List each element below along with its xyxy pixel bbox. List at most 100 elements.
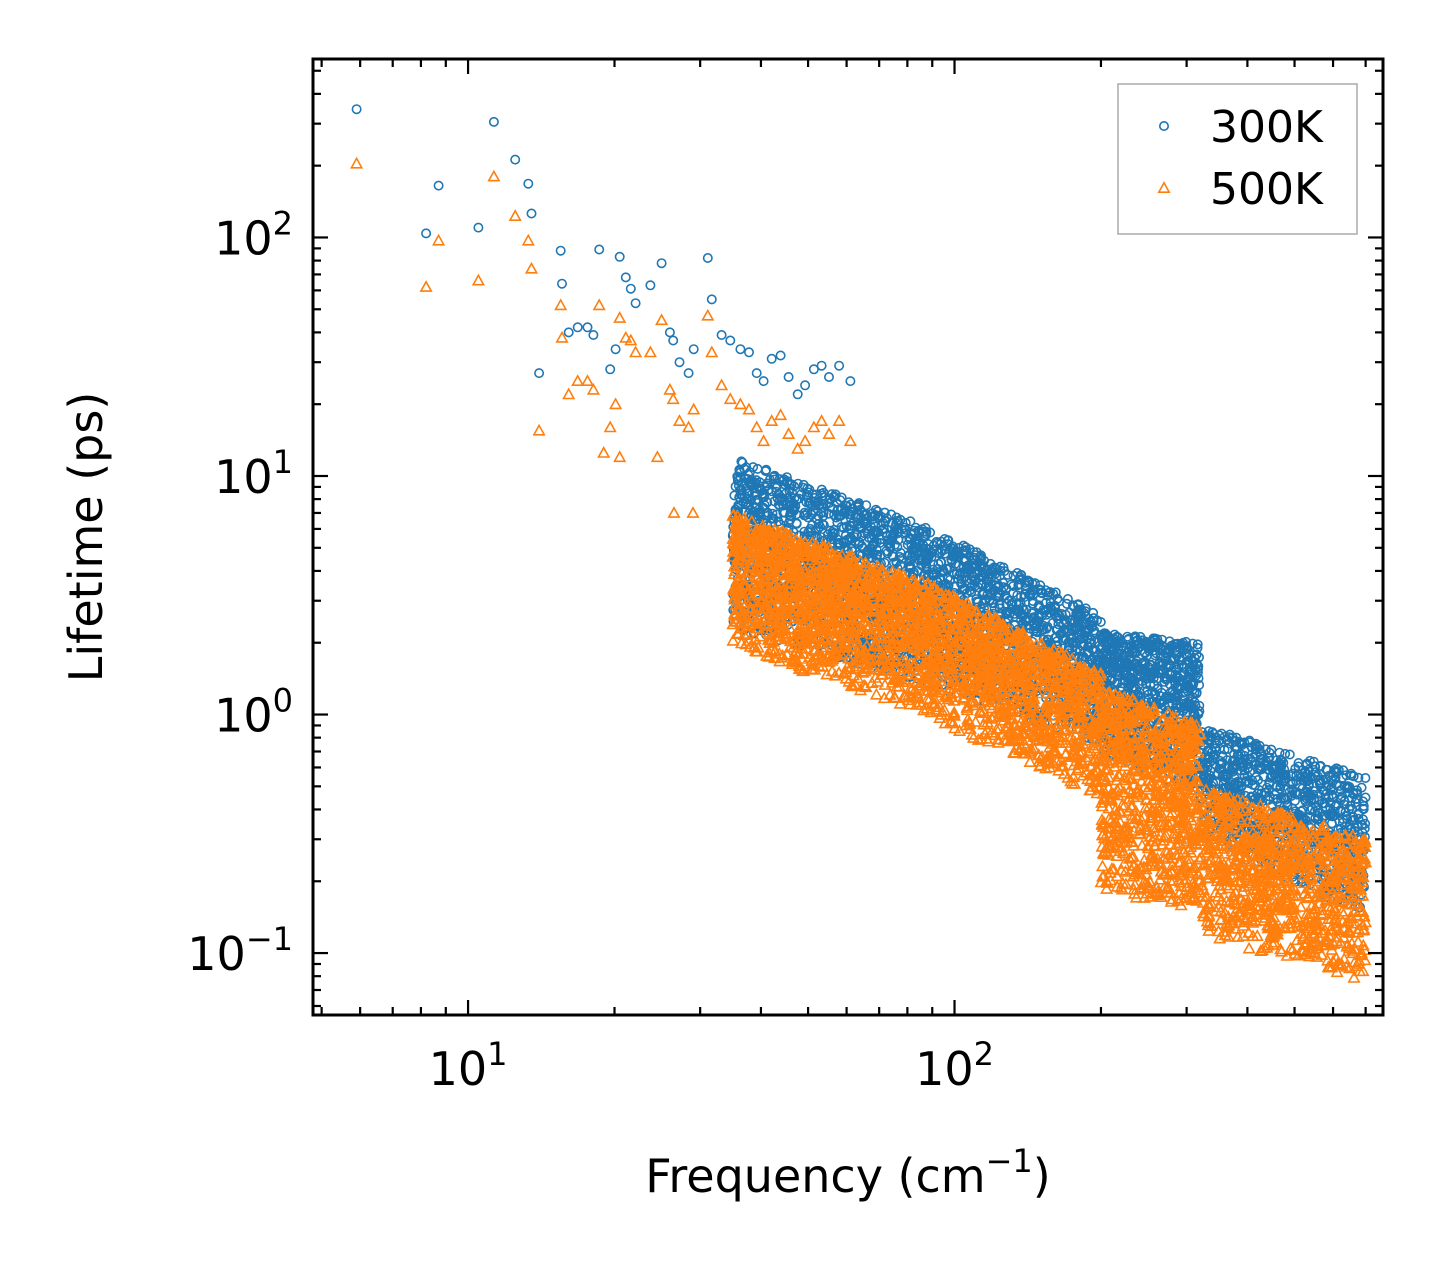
data-point <box>1076 640 1087 651</box>
data-point <box>1073 599 1084 610</box>
data-point <box>983 569 994 580</box>
data-point <box>1011 599 1022 610</box>
data-point <box>832 538 843 549</box>
data-point <box>750 420 764 433</box>
data-point <box>572 322 583 333</box>
data-point <box>630 298 641 309</box>
data-point <box>757 434 771 447</box>
data-point <box>806 509 817 520</box>
data-point <box>592 298 606 311</box>
data-point <box>702 253 713 264</box>
data-point <box>823 371 834 382</box>
data-point <box>779 474 790 485</box>
data-point <box>917 554 928 565</box>
data-point <box>643 345 657 358</box>
data-point <box>733 397 747 410</box>
data-point <box>663 382 677 395</box>
data-point <box>902 539 913 550</box>
data-point <box>844 534 855 545</box>
data-point <box>871 544 882 555</box>
data-point <box>668 335 679 346</box>
data-point <box>808 364 819 375</box>
data-point <box>1000 607 1011 618</box>
data-point <box>759 491 770 502</box>
data-point <box>782 427 796 440</box>
data-point <box>521 233 535 246</box>
data-point <box>1019 589 1030 600</box>
data-point <box>843 434 857 447</box>
data-point <box>748 513 759 524</box>
data-point <box>750 479 761 490</box>
data-point <box>1055 629 1066 640</box>
data-point <box>976 579 987 590</box>
data-point <box>905 529 916 540</box>
data-point <box>998 577 1009 588</box>
data-point <box>473 222 484 233</box>
data-point <box>854 523 865 534</box>
data-point <box>905 555 916 566</box>
data-point <box>1050 602 1061 613</box>
data-point <box>949 581 960 592</box>
data-point <box>350 156 364 169</box>
data-point <box>747 479 758 490</box>
data-point <box>917 524 928 535</box>
data-point <box>609 397 623 410</box>
data-point <box>845 376 856 387</box>
data-point <box>556 278 567 289</box>
data-point <box>667 506 681 518</box>
data-point <box>760 466 771 477</box>
data-point <box>687 402 701 415</box>
data-point <box>734 492 745 503</box>
data-point <box>471 273 485 286</box>
data-point <box>733 480 744 491</box>
data-point <box>682 420 696 433</box>
data-point <box>580 374 595 387</box>
data-point <box>961 563 972 574</box>
data-point <box>818 487 829 498</box>
data-point <box>588 329 599 340</box>
data-point <box>1069 616 1080 627</box>
data-point <box>879 507 890 518</box>
data-point <box>900 528 911 539</box>
data-point <box>555 245 566 256</box>
data-point <box>900 517 911 528</box>
data-point <box>995 561 1006 572</box>
data-point <box>825 494 836 505</box>
data-point <box>922 554 933 565</box>
data-point <box>729 490 740 501</box>
data-point <box>666 392 680 405</box>
data-point <box>1036 624 1047 635</box>
data-point <box>784 479 795 490</box>
data-point <box>816 360 827 371</box>
data-point <box>868 530 879 541</box>
data-point <box>510 154 521 165</box>
data-point <box>650 450 664 463</box>
data-point <box>911 542 922 553</box>
data-point <box>948 546 959 557</box>
data-point <box>872 506 883 517</box>
data-point <box>905 560 916 571</box>
data-point <box>989 602 1000 613</box>
data-point <box>563 327 574 338</box>
data-point <box>488 116 499 127</box>
data-point <box>554 298 568 311</box>
data-point <box>892 541 903 552</box>
data-point <box>936 557 947 568</box>
data-point <box>582 322 593 333</box>
data-point <box>775 350 786 361</box>
data-point <box>433 180 444 191</box>
data-point <box>894 551 905 562</box>
data-point <box>487 169 501 182</box>
data-point <box>889 522 900 533</box>
data-point <box>861 500 872 511</box>
data-points <box>350 104 1373 983</box>
data-point <box>884 541 895 552</box>
data-point <box>792 389 803 400</box>
data-point <box>743 347 754 358</box>
data-point <box>872 512 883 523</box>
data-point <box>774 474 785 485</box>
data-point <box>937 545 948 556</box>
data-point <box>625 283 636 294</box>
data-point <box>973 582 984 593</box>
